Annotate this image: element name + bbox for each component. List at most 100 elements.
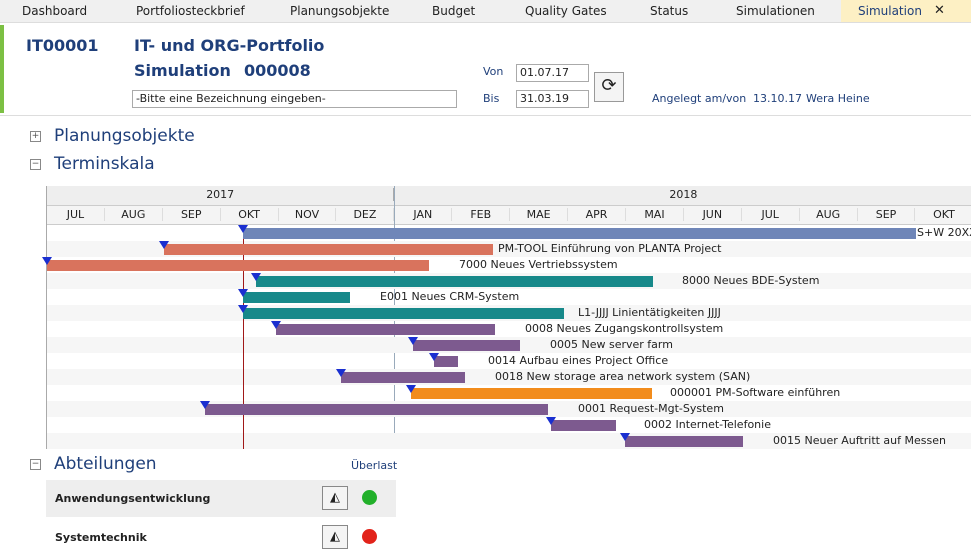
bar-label: 000001 PM-Software einführen (670, 386, 841, 399)
marker (336, 369, 346, 377)
month-label: JUN (684, 208, 742, 221)
bar-label: 0008 Neues Zugangskontrollsystem (525, 322, 724, 335)
department-name: Anwendungsentwicklung (55, 492, 211, 505)
close-tab[interactable]: ✕ (934, 3, 945, 18)
gantt-bar[interactable] (243, 308, 564, 319)
created-by: Wera Heine (806, 92, 870, 105)
year-row (47, 186, 971, 206)
gantt-bar[interactable] (47, 260, 429, 271)
marker (271, 321, 281, 329)
bis-input[interactable]: 31.03.19 (516, 90, 589, 108)
gantt-bar[interactable] (434, 356, 458, 367)
month-label: AUG (105, 208, 163, 221)
gantt-bar[interactable] (551, 420, 616, 431)
divider (0, 115, 971, 116)
marker (408, 337, 418, 345)
month-label: MAI (626, 208, 684, 221)
created-date: 13.10.17 (753, 92, 802, 105)
bar-label: 0002 Internet-Telefonie (644, 418, 771, 431)
gantt-bar[interactable] (341, 372, 465, 383)
department-name: Systemtechnik (55, 531, 147, 544)
section-title[interactable]: Planungsobjekte (54, 126, 195, 146)
today-line (243, 225, 244, 449)
bar-label: 0018 New storage area network system (SA… (495, 370, 751, 383)
active-tab-bg (841, 0, 971, 22)
month-label: OKT (221, 208, 279, 221)
month-label: SEP (858, 208, 916, 221)
bar-label: 0005 New server farm (550, 338, 673, 351)
gantt-bar[interactable] (243, 292, 350, 303)
tab[interactable]: Budget (432, 4, 476, 18)
bar-label: 0001 Request-Mgt-System (578, 402, 724, 415)
chart-button[interactable]: ◭ (322, 486, 348, 510)
year-label: 2018 (394, 188, 971, 201)
status-light (362, 529, 377, 544)
gantt-bar[interactable] (256, 276, 653, 287)
tab[interactable]: Status (650, 4, 689, 18)
bar-label: 0015 Neuer Auftritt auf Messen (773, 434, 946, 447)
marker (42, 257, 52, 265)
expand-toggle[interactable]: + (30, 131, 41, 142)
collapse-toggle[interactable]: − (30, 459, 41, 470)
marker (159, 241, 169, 249)
gantt: 2017 2018 JUL AUG SEP OKT NOV DEZ JAN FEB MAE APR MA… (42, 186, 971, 449)
portfolio-id: IT00001 (26, 36, 99, 55)
simulation-number: 000008 (244, 61, 311, 80)
marker (429, 353, 439, 361)
von-input[interactable]: 01.07.17 (516, 64, 589, 82)
section-title[interactable]: Terminskala (54, 154, 155, 174)
header-accent (0, 25, 4, 113)
bis-label: Bis (483, 92, 500, 105)
month-label: JAN (394, 208, 453, 221)
marker (251, 273, 261, 281)
tab[interactable]: Dashboard (22, 4, 88, 18)
tab-bar (0, 0, 971, 23)
portfolio-name: IT- und ORG-Portfolio (134, 36, 325, 55)
gantt-bar[interactable] (276, 324, 495, 335)
tab[interactable]: Quality Gates (525, 4, 607, 18)
bar-label: E001 Neues CRM-System (380, 290, 520, 303)
tab[interactable]: Planungsobjekte (290, 4, 390, 18)
bar-label: 0014 Aufbau eines Project Office (488, 354, 669, 367)
marker (238, 289, 248, 297)
chart-button[interactable]: ◭ (322, 525, 348, 549)
bar-label: S+W 20XX (917, 226, 971, 239)
gantt-bar[interactable] (243, 228, 916, 239)
gantt-bar[interactable] (411, 388, 652, 399)
row-stripe (47, 369, 971, 385)
year-label: 2017 (47, 188, 395, 201)
gantt-bar[interactable] (205, 404, 548, 415)
collapse-toggle[interactable]: − (30, 159, 41, 170)
bar-label: 8000 Neues BDE-System (682, 274, 820, 287)
gantt-bar[interactable] (164, 244, 493, 255)
refresh-button[interactable]: ⟳ (594, 72, 624, 102)
description-input[interactable]: -Bitte eine Bezeichnung eingeben- (132, 90, 457, 108)
tab[interactable]: Portfoliosteckbrief (136, 4, 245, 18)
month-label: DEZ (337, 208, 395, 221)
gantt-bar[interactable] (413, 340, 520, 351)
marker (238, 305, 248, 313)
tab[interactable]: Simulationen (736, 4, 815, 18)
month-label: AUG (800, 208, 858, 221)
month-label: JUL (47, 208, 105, 221)
month-label: OKT (916, 208, 971, 221)
marker (620, 433, 630, 441)
overload-link[interactable]: Überlast (351, 459, 398, 472)
von-label: Von (483, 65, 504, 78)
month-label: SEP (163, 208, 221, 221)
month-label: NOV (279, 208, 337, 221)
gantt-bar[interactable] (625, 436, 743, 447)
tab[interactable]: Simulation (858, 4, 922, 18)
status-light (362, 490, 377, 505)
month-label: APR (568, 208, 626, 221)
marker (546, 417, 556, 425)
simulation-label: Simulation (134, 61, 231, 80)
section-title[interactable]: Abteilungen (54, 454, 157, 474)
month-label: FEB (452, 208, 511, 221)
marker (406, 385, 416, 393)
month-label: JUL (742, 208, 800, 221)
marker (200, 401, 210, 409)
marker (238, 225, 248, 233)
month-label: MAE (510, 208, 569, 221)
